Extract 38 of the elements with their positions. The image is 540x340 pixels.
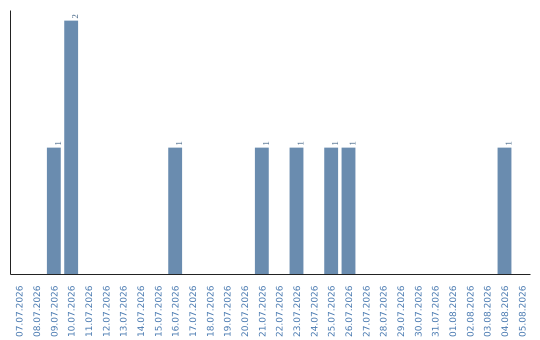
x-tick-label: 07.07.2026 [16,285,26,338]
x-tick-label: 01.08.2026 [449,285,459,338]
x-tick-label: 10.07.2026 [68,285,78,338]
data-label: 1 [260,141,271,146]
x-tick-label: 25.07.2026 [328,285,338,338]
data-label: 1 [348,141,358,146]
x-tick-label: 28.07.2026 [380,285,390,338]
x-tick-label: 08.07.2026 [33,285,43,338]
x-tick-label: 16.07.2026 [172,285,182,338]
x-tick-label: 21.07.2026 [258,285,268,338]
x-tick-label: 17.07.2026 [189,285,199,338]
x-tick-label: 19.07.2026 [224,285,234,338]
x-tick-label: 04.08.2026 [501,285,511,338]
x-tick-label: 09.07.2026 [50,285,60,338]
x-tick-label: 29.07.2026 [397,285,407,338]
x-tick-label: 24.07.2026 [310,285,320,338]
x-tick-label: 05.08.2026 [518,285,528,338]
x-tick-label: 31.07.2026 [432,285,442,338]
data-label: 2 [70,14,80,19]
x-tick-label: 26.07.2026 [345,285,355,338]
x-tick-label: 27.07.2026 [362,285,372,338]
x-tick-label: 23.07.2026 [293,285,303,338]
x-tick-label: 15.07.2026 [154,285,164,338]
data-label: 1 [504,141,514,146]
x-tick-label: 02.08.2026 [466,285,476,338]
x-tick-label: 11.07.2026 [85,285,95,338]
x-tick-label: 20.07.2026 [241,285,251,338]
x-tick-label: 03.08.2026 [484,285,494,338]
x-tick-label: 22.07.2026 [276,285,286,338]
x-tick-label: 30.07.2026 [414,285,424,338]
data-label: 1 [296,141,306,146]
data-label: 1 [174,141,184,146]
x-tick-label: 18.07.2026 [206,285,216,338]
data-label: 1 [330,141,340,146]
x-tick-label: 12.07.2026 [102,285,112,338]
x-tick-label: 13.07.2026 [120,285,130,338]
x-tick-label: 14.07.2026 [137,285,147,338]
data-label: 1 [52,141,63,146]
